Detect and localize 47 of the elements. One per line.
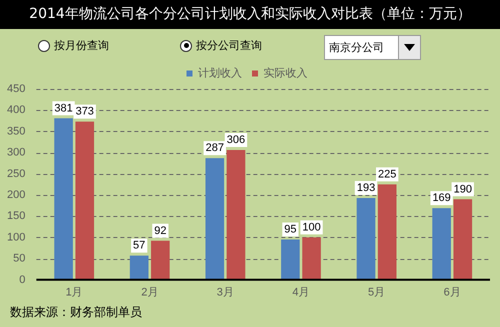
data-label: 306	[226, 134, 246, 146]
y-tick-label: 400	[6, 104, 26, 116]
chart-title: 2014年物流公司各个分公司计划收入和实际收入对比表（单位：万元）	[0, 0, 500, 29]
bar	[151, 240, 170, 280]
data-label: 381	[54, 102, 73, 114]
bar	[281, 240, 300, 280]
data-label: 57	[133, 240, 146, 252]
dropdown: 南京分公司	[324, 35, 421, 60]
x-tick-label: 1月	[66, 286, 83, 298]
y-tick-label: 100	[6, 231, 26, 244]
data-label: 373	[76, 106, 94, 118]
data-label: 169	[432, 192, 451, 204]
data-label: 100	[302, 221, 321, 234]
x-tick-label: 5月	[368, 286, 386, 298]
radio-button: 按月份查询	[38, 38, 109, 53]
bar	[302, 237, 321, 280]
bar	[226, 150, 246, 280]
x-tick-label: 2月	[141, 286, 158, 298]
legend-label: 计划收入	[198, 66, 242, 80]
bar	[130, 256, 148, 280]
bar	[75, 122, 94, 280]
data-label: 95	[284, 224, 297, 236]
bar	[378, 184, 396, 280]
data-label: 287	[206, 142, 224, 154]
data-label: 190	[454, 183, 472, 196]
y-tick-label: 0	[19, 274, 26, 286]
data-label: 193	[356, 182, 376, 194]
selected-radio-button: 按分公司查询	[180, 38, 262, 53]
y-tick-label: 350	[6, 125, 26, 138]
bar	[453, 199, 472, 280]
source-note: 数据来源：财务部制单员	[10, 304, 142, 321]
bar	[54, 118, 73, 280]
data-label: 92	[154, 224, 166, 237]
legend-label: 实际收入	[264, 66, 308, 80]
x-tick-label: 6月	[444, 286, 461, 298]
bar	[432, 208, 451, 280]
x-tick-label: 4月	[292, 286, 310, 298]
bar	[205, 158, 224, 280]
y-tick-label: 150	[6, 210, 26, 222]
y-tick-label: 200	[6, 189, 26, 202]
y-tick-label: 250	[6, 168, 26, 180]
y-tick-label: 300	[6, 146, 26, 159]
bar	[356, 198, 376, 280]
y-tick-label: 50	[13, 252, 26, 265]
y-tick-label: 450	[6, 83, 26, 96]
data-label: 225	[378, 168, 396, 180]
x-tick-label: 3月	[216, 286, 234, 298]
